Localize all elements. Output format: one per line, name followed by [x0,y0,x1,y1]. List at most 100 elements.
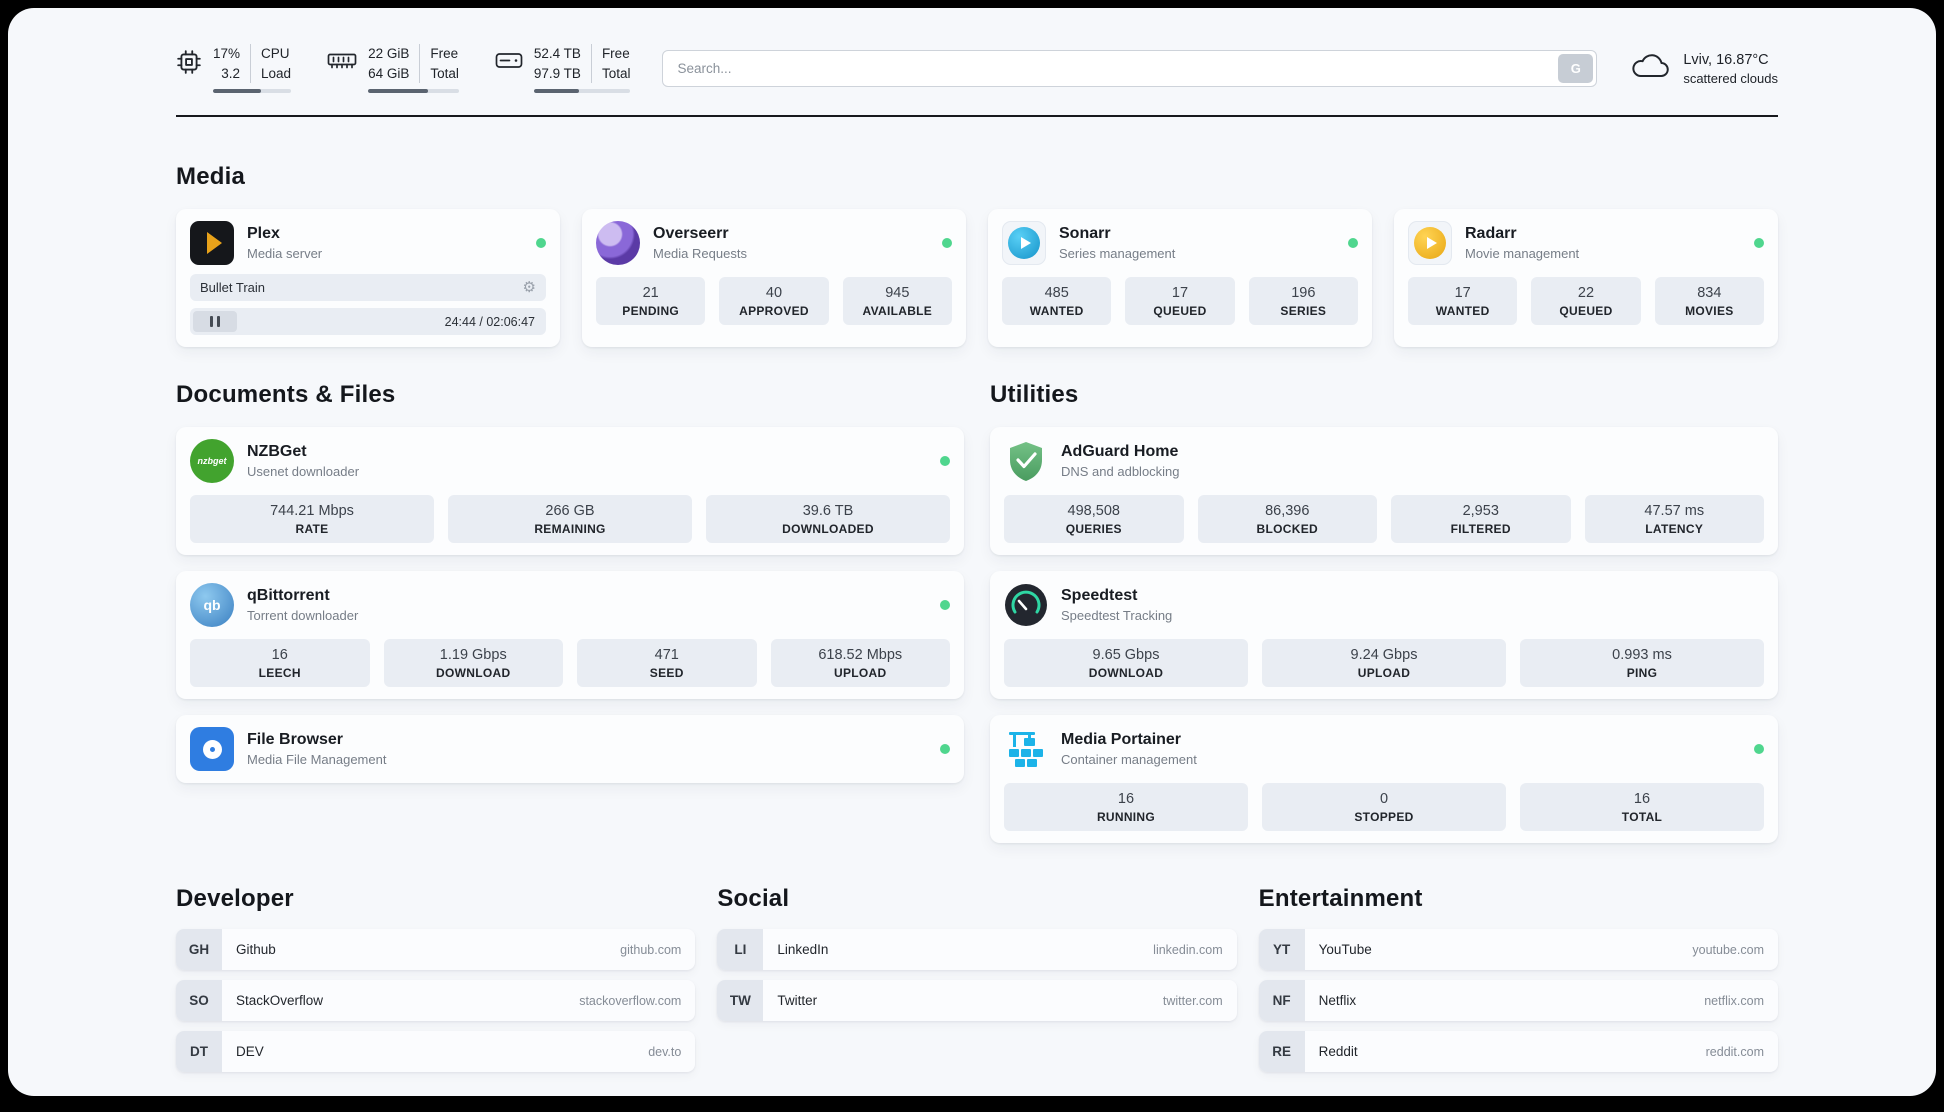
header-divider [176,115,1778,118]
bookmark-reddit[interactable]: RE Reddit reddit.com [1258,1031,1778,1073]
stat-value: 22 [1577,285,1595,302]
sonarr-icon [1002,221,1046,266]
radarr-stats: 17 WANTED 22 QUEUED 834 MOVIES [1408,277,1764,326]
adguard-subtitle: DNS and adblocking [1061,464,1180,480]
bookmark-abbr: NF [1258,980,1305,1022]
search-engine-button[interactable]: G [1558,54,1594,84]
disk-label-top: Free [601,46,630,61]
weather-widget: Lviv, 16.87°C scattered clouds [1629,50,1778,87]
filebrowser-card: File Browser Media File Management [176,715,964,784]
filebrowser-header: File Browser Media File Management [190,727,950,772]
disk-body: 52.4 TB 97.9 TB Free Total [533,44,631,94]
social-links: LI LinkedIn linkedin.com TW Twitter twit… [717,929,1237,1022]
disk-values: 52.4 TB 97.9 TB Free Total [534,44,630,84]
bookmark-name: Github [236,942,276,958]
memory-widget: 22 GiB 64 GiB Free Total [327,44,459,94]
speedtest-icon [1004,583,1048,627]
cpu-icon [176,49,202,80]
bookmark-abbr: GH [176,929,222,971]
bookmark-youtube[interactable]: YT YouTube youtube.com [1258,929,1778,971]
bookmark-domain: youtube.com [1692,942,1764,957]
bookmark-name: DEV [236,1044,264,1060]
section-title-media: Media [176,163,246,191]
nzbget-stats: 744.21 Mbps RATE 266 GB REMAINING 39.6 T… [190,495,950,544]
stat-value: 1.19 Gbps [439,647,507,664]
bookmark-stackoverflow[interactable]: SO StackOverflow stackoverflow.com [176,980,696,1022]
memory-label-bottom: Total [430,65,459,81]
bookmark-twitter[interactable]: TW Twitter twitter.com [717,980,1237,1022]
overseerr-name[interactable]: Overseerr [653,225,729,243]
plex-card: Plex Media server Bullet Train ⚙ 24:44 /… [176,209,560,348]
weather-location: Lviv, 16.87°C [1683,51,1769,68]
middle-grid: Documents & Files nzbget NZBGet Usenet d… [176,381,1778,844]
bookmark-domain: netflix.com [1704,993,1764,1008]
speedtest-meta: Speedtest Speedtest Tracking [1061,587,1764,623]
bookmark-dev[interactable]: DT DEV dev.to [176,1031,696,1073]
stat-box: 485 WANTED [1002,277,1112,326]
nzbget-header: nzbget NZBGet Usenet downloader [190,439,950,484]
bookmark-name: StackOverflow [236,993,324,1009]
gear-icon[interactable]: ⚙ [522,279,536,297]
portainer-meta: Media Portainer Container management [1061,731,1741,767]
search-bar: G [662,50,1598,88]
stat-value: 0 [1379,791,1389,808]
documents-stack: nzbget NZBGet Usenet downloader 744.21 M… [176,427,964,784]
cpu-label-top: CPU [261,46,290,61]
bookmark-abbr: DT [176,1031,222,1073]
bookmark-domain: linkedin.com [1153,942,1223,957]
stat-box: 618.52 Mbps UPLOAD [770,639,950,688]
portainer-subtitle: Container management [1061,752,1197,768]
plex-name[interactable]: Plex [247,225,280,243]
overseerr-status-dot [942,238,952,249]
cloud-icon [1629,50,1671,87]
search-input[interactable] [662,50,1598,88]
stat-label: MOVIES [1685,304,1734,319]
memory-icon [327,49,357,78]
stat-value: 196 [1291,285,1316,302]
section-title-social: Social [717,885,790,913]
pause-button[interactable] [193,311,237,333]
speedtest-name[interactable]: Speedtest [1061,587,1138,605]
stat-box: 2,953 FILTERED [1391,495,1571,544]
stat-box: 16 RUNNING [1004,783,1248,832]
adguard-icon [1004,439,1048,483]
bookmark-linkedin[interactable]: LI LinkedIn linkedin.com [717,929,1237,971]
sonarr-name[interactable]: Sonarr [1059,225,1111,243]
plex-meta: Plex Media server [247,225,523,261]
sonarr-subtitle: Series management [1059,246,1176,262]
filebrowser-icon [190,727,234,772]
stat-value: 47.57 ms [1644,503,1705,520]
filebrowser-meta: File Browser Media File Management [247,731,927,767]
stat-box: 471 SEED [577,639,757,688]
stat-label: AVAILABLE [862,304,933,319]
adguard-meta: AdGuard Home DNS and adblocking [1061,443,1764,479]
stat-value: 9.24 Gbps [1350,647,1418,664]
radarr-name[interactable]: Radarr [1465,225,1517,243]
adguard-name[interactable]: AdGuard Home [1061,443,1179,461]
weather-text: Lviv, 16.87°C scattered clouds [1683,52,1778,86]
stat-value: 2,953 [1462,503,1499,520]
stat-label: FILTERED [1450,522,1511,537]
qbittorrent-name[interactable]: qBittorrent [247,587,330,605]
stat-box: 17 WANTED [1408,277,1518,326]
nzbget-name[interactable]: NZBGet [247,443,307,461]
portainer-stats: 16 RUNNING 0 STOPPED 16 TOTAL [1004,783,1764,832]
radarr-meta: Radarr Movie management [1465,225,1741,261]
stat-box: 1.19 Gbps DOWNLOAD [383,639,563,688]
qbittorrent-subtitle: Torrent downloader [247,608,359,624]
stat-box: 16 TOTAL [1520,783,1764,832]
stat-label: BLOCKED [1256,522,1318,537]
bookmark-netflix[interactable]: NF Netflix netflix.com [1258,980,1778,1022]
cpu-values: 17% 3.2 CPU Load [213,44,291,84]
stat-value: 21 [642,285,659,302]
section-title-utilities: Utilities [990,381,1079,409]
stat-value: 834 [1697,285,1722,302]
dashboard-content: 17% 3.2 CPU Load [8,8,1936,1073]
stat-box: 945 AVAILABLE [842,277,952,326]
filebrowser-name[interactable]: File Browser [247,731,344,749]
stat-label: UPLOAD [1357,666,1411,681]
memory-total: 64 GiB [368,65,410,81]
portainer-name[interactable]: Media Portainer [1061,731,1182,749]
nzbget-card: nzbget NZBGet Usenet downloader 744.21 M… [176,427,964,556]
bookmark-github[interactable]: GH Github github.com [176,929,696,971]
